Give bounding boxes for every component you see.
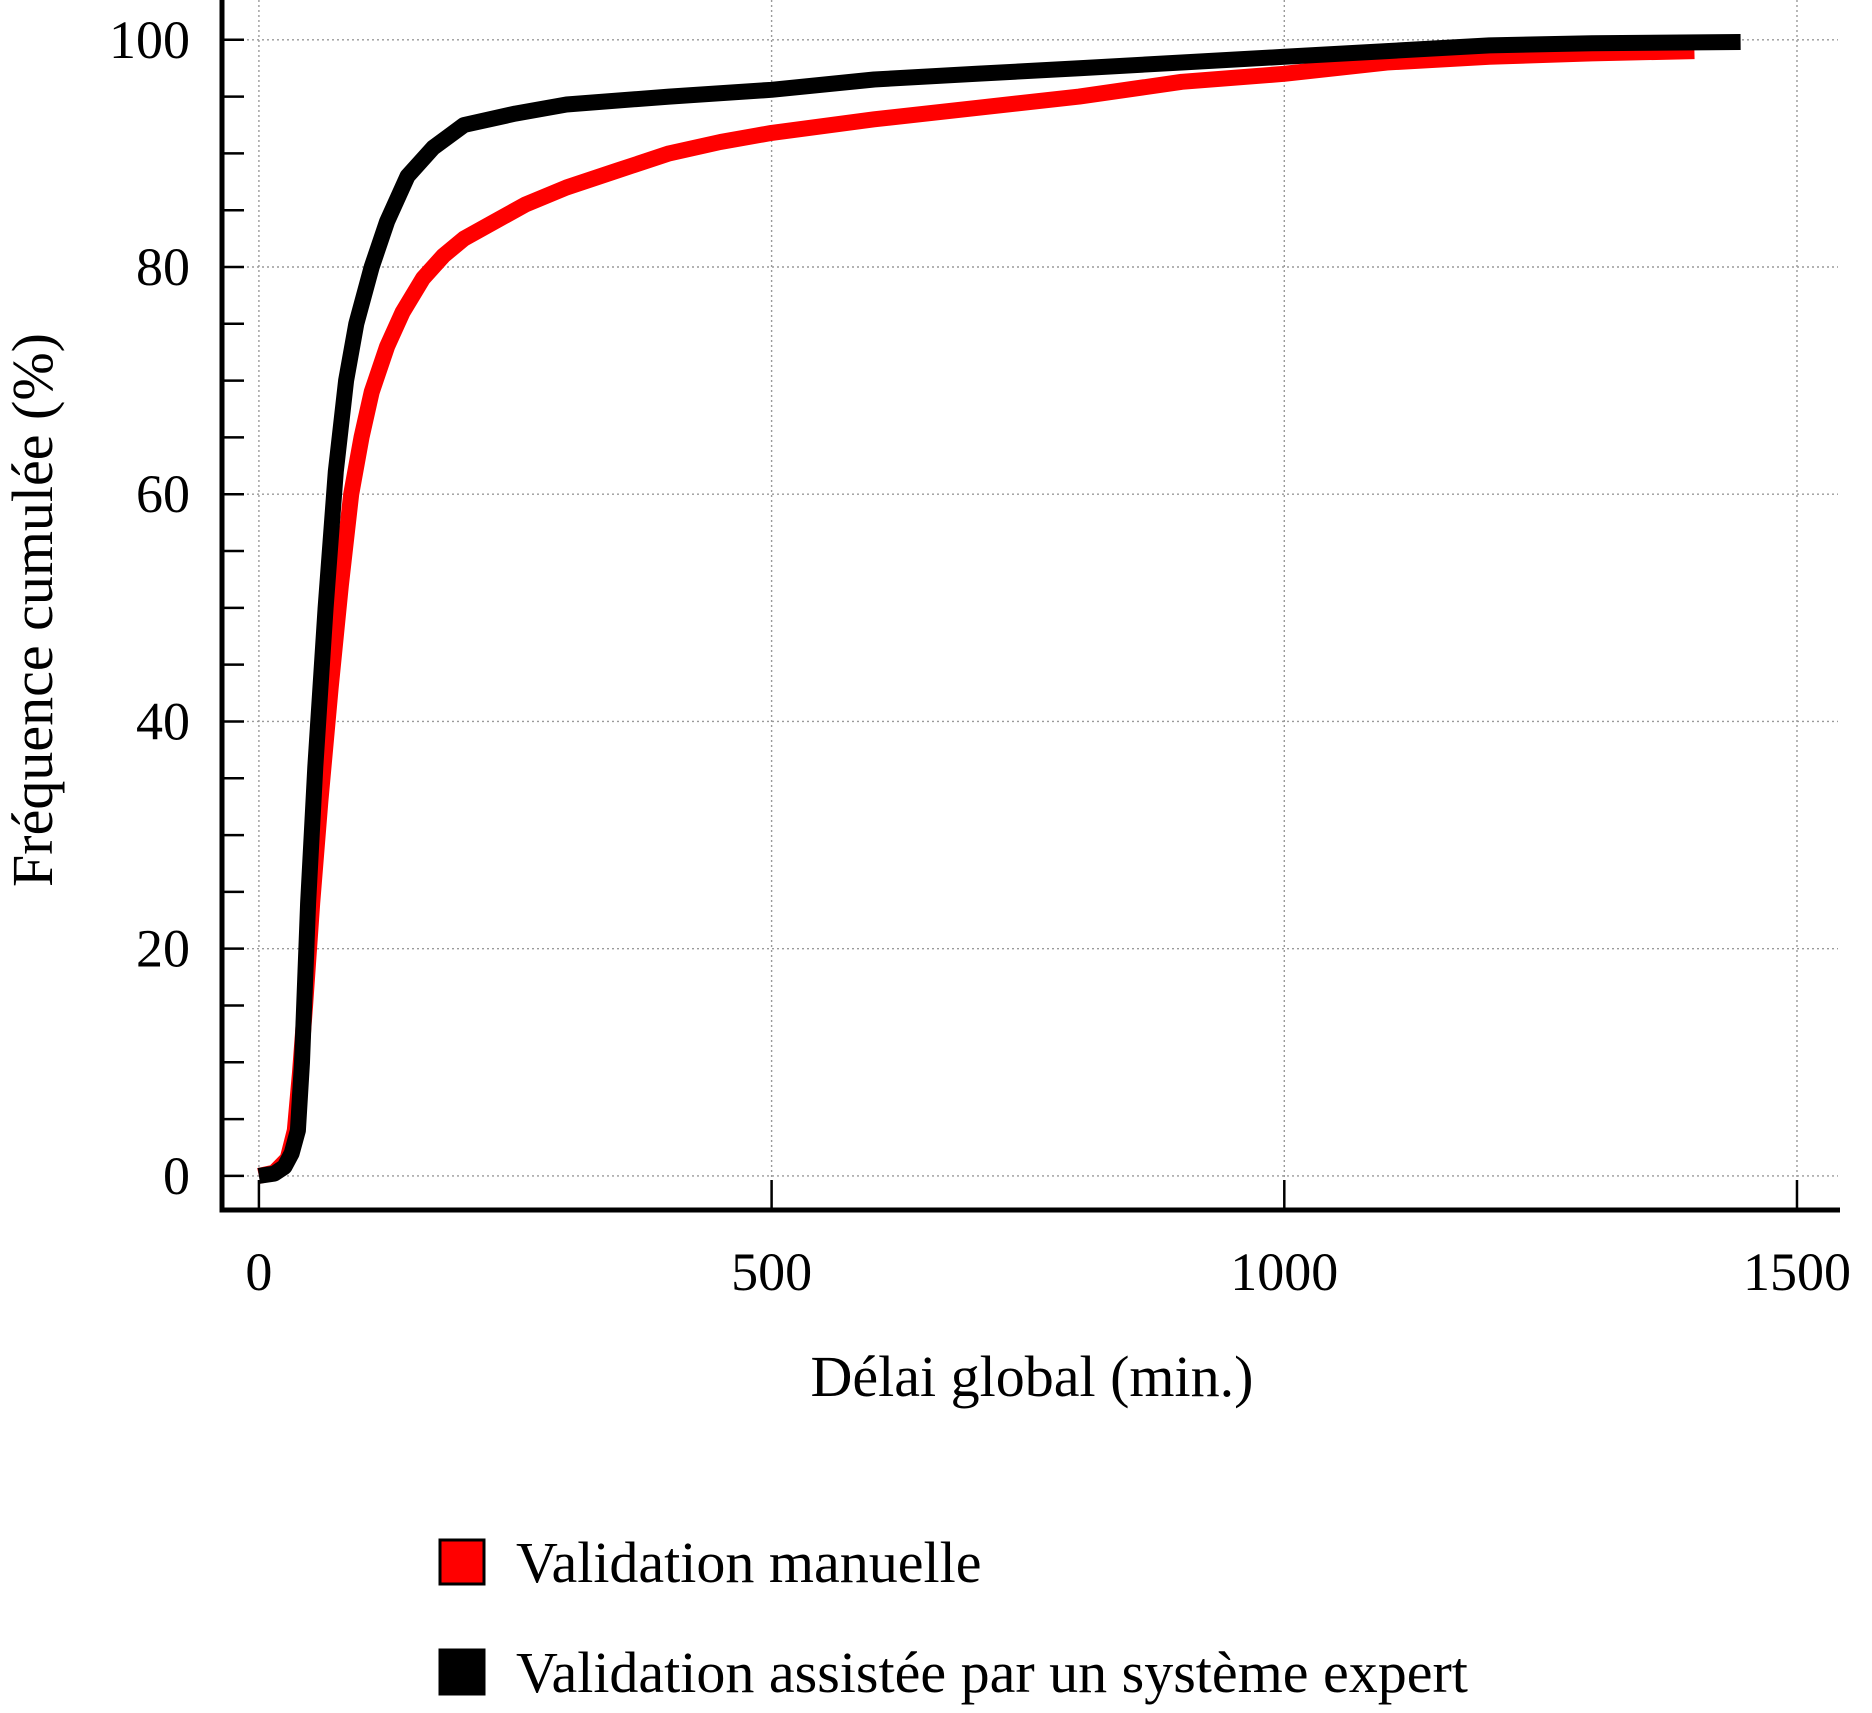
x-tick-label: 500 bbox=[731, 1242, 812, 1302]
grid-layer bbox=[222, 0, 1838, 1210]
y-axis-title: Fréquence cumulée (%) bbox=[0, 333, 65, 887]
series-layer bbox=[257, 34, 1741, 1184]
axis-layer bbox=[219, 0, 1840, 1213]
legend: Validation manuelle Validation assistée … bbox=[438, 1530, 1468, 1705]
y-tick-label: 40 bbox=[136, 691, 190, 751]
legend-label-manual: Validation manuelle bbox=[516, 1530, 981, 1595]
legend-swatch-manual bbox=[438, 1538, 486, 1586]
y-tick-label: 60 bbox=[136, 464, 190, 524]
legend-swatch-expert-system bbox=[438, 1648, 486, 1696]
x-tick-label: 0 bbox=[245, 1242, 272, 1302]
y-tick-label: 100 bbox=[109, 10, 190, 70]
y-tick-label: 20 bbox=[136, 919, 190, 979]
series-line-expert-system bbox=[257, 34, 1741, 1184]
legend-item-manual: Validation manuelle bbox=[438, 1530, 981, 1595]
x-tick-label: 1000 bbox=[1230, 1242, 1338, 1302]
y-tick-label: 0 bbox=[163, 1146, 190, 1206]
legend-label-expert-system: Validation assistée par un système exper… bbox=[516, 1640, 1468, 1705]
series-line-manual bbox=[257, 43, 1695, 1184]
y-tick-label: 80 bbox=[136, 237, 190, 297]
x-axis-title: Délai global (min.) bbox=[811, 1344, 1254, 1409]
x-tick-label: 1500 bbox=[1743, 1242, 1851, 1302]
legend-item-expert-system: Validation assistée par un système exper… bbox=[438, 1640, 1468, 1705]
